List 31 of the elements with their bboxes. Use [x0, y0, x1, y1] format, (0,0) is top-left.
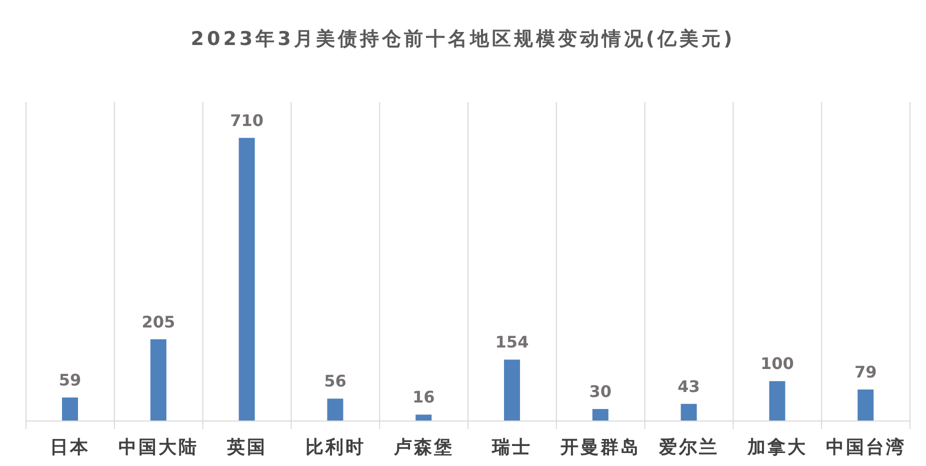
x-tick-label: 中国大陆 [118, 437, 199, 458]
bar [150, 339, 166, 421]
bar [238, 138, 255, 421]
x-tick-label: 爱尔兰 [658, 437, 719, 458]
bar [858, 390, 874, 421]
data-label: 79 [854, 362, 877, 382]
x-tick-label: 日本 [50, 437, 90, 458]
x-tick-label: 英国 [226, 437, 267, 458]
data-label: 710 [230, 110, 264, 130]
data-label: 59 [58, 370, 82, 390]
x-tick-label: 中国台湾 [826, 437, 906, 458]
bar [680, 404, 697, 421]
chart-title: 2023年3月美债持仓前十名地区规模变动情况(亿美元) [190, 27, 736, 52]
bar [504, 360, 520, 421]
x-tick-label: 开曼群岛 [560, 437, 641, 458]
data-label: 154 [495, 332, 529, 352]
data-label: 205 [142, 312, 176, 332]
x-tick-label: 加拿大 [746, 437, 808, 458]
bar [416, 414, 432, 421]
data-label: 16 [412, 388, 435, 407]
data-label: 43 [678, 376, 700, 396]
bar [769, 381, 786, 421]
bar [62, 397, 78, 421]
x-tick-label: 卢森堡 [392, 437, 454, 458]
data-label: 100 [760, 354, 794, 374]
bar [327, 398, 344, 421]
data-label: 56 [324, 372, 346, 391]
bar [592, 409, 608, 421]
x-tick-label: 比利时 [305, 437, 366, 458]
x-tick-label: 瑞士 [491, 437, 532, 458]
data-label: 30 [589, 382, 612, 402]
